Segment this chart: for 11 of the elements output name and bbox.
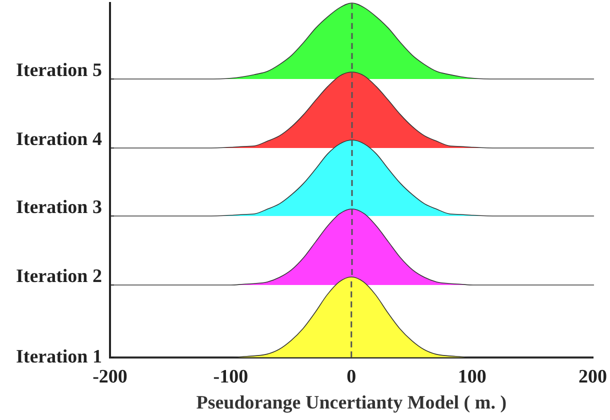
y-axis-title: Iteration 4 [16, 128, 102, 150]
x-tick-label: -200 [92, 366, 128, 388]
y-axis-title: Iteration 1 [16, 346, 102, 368]
x-tick-label: 200 [578, 366, 607, 388]
y-axis-title: Iteration 3 [16, 196, 102, 218]
x-tick-label: 0 [346, 366, 356, 388]
y-axis-title: Iteration 2 [16, 265, 102, 286]
y-axis-title: Iteration 5 [16, 60, 102, 81]
x-axis-title: Pseudorange Uncertianty Model ( m. ) [196, 392, 507, 414]
x-tick-label: -100 [213, 366, 248, 388]
x-tick-label: 100 [458, 366, 486, 388]
